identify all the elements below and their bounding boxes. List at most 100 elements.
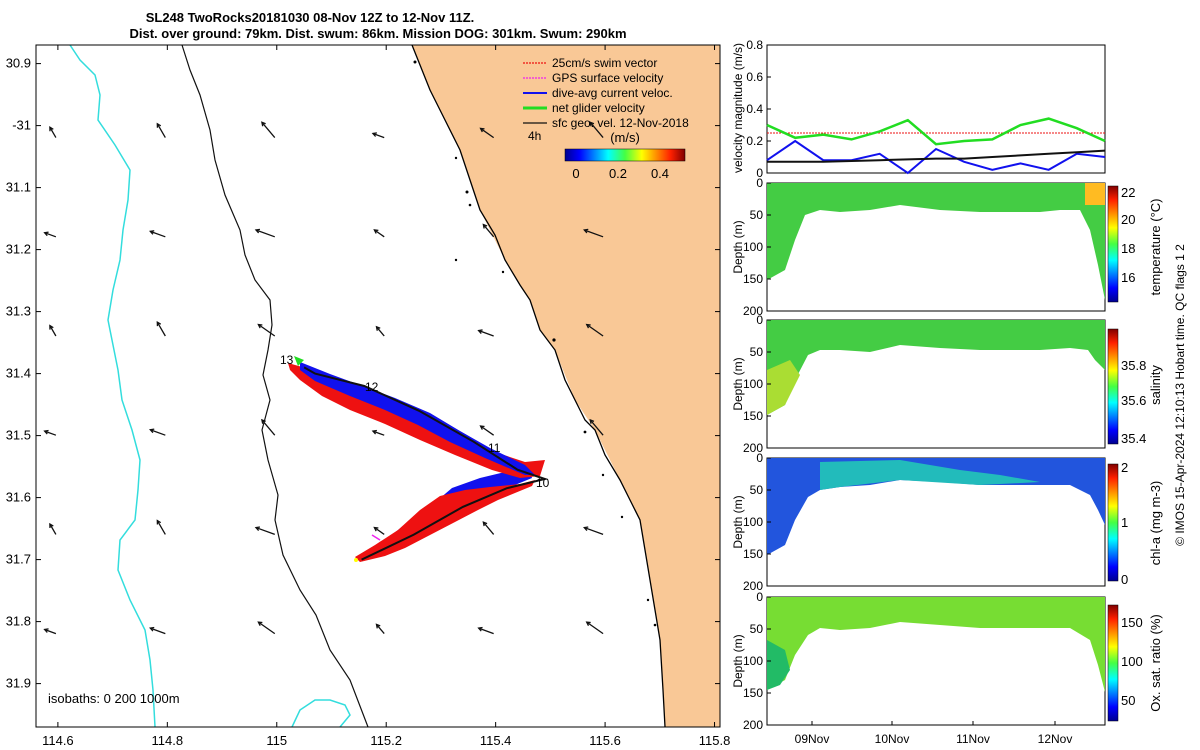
map-x-tick-label: 114.8 — [152, 733, 184, 748]
oxygen-cb-tick-0: 50 — [1121, 693, 1135, 708]
geo-arrow — [589, 121, 604, 139]
depth-tick-label: 0 — [756, 451, 763, 465]
date-tick-label: 10Nov — [875, 732, 910, 746]
velocity-series-line — [766, 139, 1106, 175]
salinity-cb-tick-1: 35.6 — [1121, 393, 1146, 408]
geo-arrow — [477, 626, 494, 635]
geo-arrow — [43, 628, 57, 635]
depth-tick-label: 100 — [743, 515, 763, 529]
map-y-tick-label: 31.4 — [6, 366, 31, 381]
map-x-tick-label: 115.6 — [589, 733, 621, 748]
temperature-cb-tick-18: 18 — [1121, 241, 1135, 256]
salinity-colorbar — [1107, 328, 1119, 445]
geo-arrow — [49, 126, 57, 138]
isobath-1000 — [69, 44, 156, 728]
velocity-y-tick-label: 0 — [756, 166, 763, 180]
map-y-tick-label: -31 — [12, 118, 31, 133]
geo-arrow — [254, 228, 275, 238]
map-y-tick-label: 31.6 — [6, 490, 31, 505]
isobath-1000-small — [291, 699, 351, 728]
chla-cb-tick-0: 0 — [1121, 572, 1128, 587]
geo-arrow — [49, 324, 57, 337]
depth-tick-label: 200 — [743, 304, 763, 318]
map-x-ticks: 114.6 114.8 115 115.2 115.4 115.6 115.8 — [42, 45, 730, 748]
depth-tick-label: 200 — [743, 579, 763, 593]
geo-arrow — [375, 623, 385, 635]
glider-track — [303, 366, 549, 561]
velocity-ylabel: velocity magnitude (m/s) — [731, 43, 745, 173]
map-colorbar-tick-2: 0.4 — [651, 166, 669, 181]
oxygen-colorbar-label: Ox. sat. ratio (%) — [1148, 614, 1163, 712]
geo-arrow — [585, 323, 604, 337]
geo-arrow — [149, 230, 166, 238]
geo-arrow — [583, 228, 604, 238]
geo-arrow — [477, 329, 494, 337]
salinity-cb-tick-0: 35.4 — [1121, 431, 1146, 446]
velocity-series-line — [767, 149, 1106, 163]
geo-arrow — [149, 626, 166, 635]
geo-arrow — [482, 521, 495, 535]
start-marker — [354, 558, 358, 562]
temperature-field — [767, 183, 1105, 300]
geo-arrow — [371, 429, 385, 436]
depth-tick-label: 0 — [756, 590, 763, 604]
temperature-warm-patch — [1085, 183, 1105, 205]
depth-tick-label: 100 — [743, 654, 763, 668]
depth-tick-label: 50 — [750, 622, 764, 636]
depth-tick-label: 0 — [756, 176, 763, 190]
figure-title-line1: SL248 TwoRocks20181030 08-Nov 12Z to 12-… — [146, 10, 475, 25]
velocity-y-tick-label: 0.6 — [746, 70, 763, 84]
depth-tick-label: 200 — [743, 441, 763, 455]
depth-tick-label: 50 — [750, 208, 764, 222]
map-y-tick-label: 31.2 — [6, 242, 31, 257]
date-tick-label: 12Nov — [1038, 732, 1073, 746]
geo-arrow — [149, 428, 166, 436]
temperature-colorbar-label: temperature (°C) — [1148, 199, 1163, 296]
map-y-tick-label: 31.1 — [6, 180, 31, 195]
depth-tick-label: 0 — [756, 313, 763, 327]
geo-arrow — [261, 418, 276, 436]
net-velocity-marker — [294, 356, 304, 366]
geo-arrow — [257, 621, 276, 635]
isobath-200 — [181, 44, 369, 728]
map-colorbar — [564, 148, 686, 162]
legend-current: dive-avg current veloc. — [552, 86, 673, 100]
islands — [413, 60, 657, 627]
salinity-cb-tick-2: 35.8 — [1121, 358, 1146, 373]
map-colorbar-label: (m/s) — [610, 130, 640, 145]
map-x-tick-label: 115.8 — [699, 733, 731, 748]
map-y-tick-label: 31.3 — [6, 304, 31, 319]
geo-arrow — [156, 519, 166, 535]
salinity-field — [767, 320, 1105, 415]
geo-arrow — [589, 418, 604, 436]
map-legend: 25cm/s swim vector GPS surface velocity … — [523, 56, 689, 181]
depth-tick-label: 150 — [743, 686, 763, 700]
track-label-11: 11 — [488, 441, 501, 455]
velocity-y-tick-label: 0.4 — [746, 102, 763, 116]
salinity-panel: salinity 35.4 35.6 35.8 — [766, 319, 1163, 449]
depth-axis-label: Depth (m) — [731, 634, 745, 687]
oxygen-cb-tick-2: 150 — [1121, 615, 1143, 630]
map-y-ticks: 30.9 -31 31.1 31.2 31.3 31.4 31.5 31.6 31.7 31.8 3… — [6, 56, 720, 691]
depth-tick-label: 50 — [750, 345, 764, 359]
coastline — [411, 44, 666, 728]
velocity-series-line — [766, 117, 1106, 146]
depth-tick-label: 100 — [743, 240, 763, 254]
oxygen-low-patch — [767, 640, 790, 690]
track-label-10: 10 — [536, 476, 550, 490]
geo-arrow — [156, 320, 166, 337]
temperature-panel: temperature (°C) 16 18 20 22 — [766, 182, 1163, 312]
geo-arrow — [375, 325, 385, 337]
track-label-13: 13 — [280, 353, 294, 367]
track-label-12: 12 — [365, 380, 379, 394]
depth-tick-label: 50 — [750, 483, 764, 497]
oxygen-cb-tick-1: 100 — [1121, 654, 1143, 669]
map-x-tick-label: 115.4 — [480, 733, 512, 748]
depth-axis-label: Depth (m) — [731, 220, 745, 273]
geo-arrow — [43, 429, 57, 436]
chla-cb-tick-1: 1 — [1121, 515, 1128, 530]
geo-arrow — [373, 526, 385, 535]
gps-marker — [371, 534, 381, 541]
blue-current-swath-upper — [300, 362, 535, 475]
